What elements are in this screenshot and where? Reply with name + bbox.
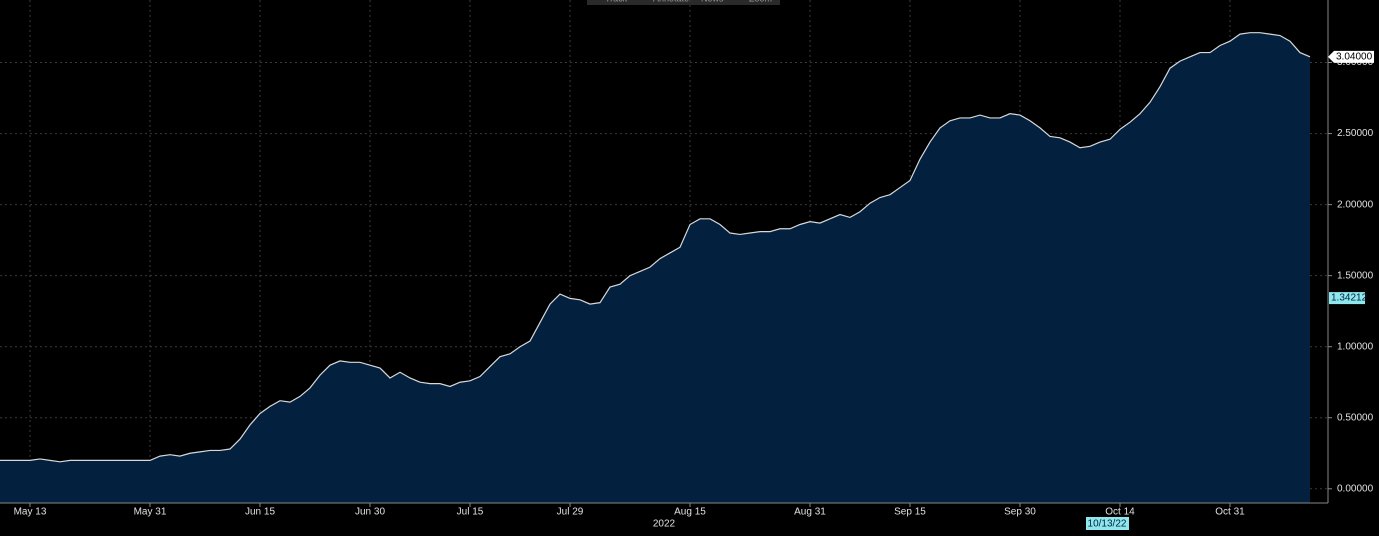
y-tick-label: 0.50000 [1337,412,1374,423]
x-tick-label: Oct 14 [1105,507,1135,518]
last-value-box [1328,50,1374,63]
plot-area [0,32,1311,504]
x-tick-label: Sep 15 [894,507,926,518]
area [0,32,1310,504]
cursor-y-box [1329,292,1365,305]
x-tick-label: May 31 [134,507,167,518]
x-tick-label: May 13 [14,507,47,518]
line [0,32,1311,463]
x-tick-label: Jun 30 [355,507,385,518]
toolbar-items: Track Annotate News Zoom [605,0,772,3]
x-tick-label: Jul 29 [557,507,584,518]
x-tick-label: Jul 15 [457,507,484,518]
last-value-label: 3.04000 [1336,51,1373,62]
cursor-x-box [1086,517,1129,530]
cursor-y-label: 1.34212 [1331,293,1368,304]
y-tick-label: 1.00000 [1337,341,1374,352]
x-tick-label: Jun 15 [245,507,275,518]
x-tick-label: Sep 30 [1004,507,1036,518]
y-tick-label: 1.50000 [1337,270,1374,281]
x-tick-label: Aug 31 [794,507,826,518]
axes: 0.00000 0.50000 1.00000 1.50000 2.00000 2.500… [14,50,1374,518]
cursor-x-label: 10/13/22 [1088,519,1127,530]
toolbar-item: News [701,0,724,3]
x-tick-label: Oct 31 [1215,507,1245,518]
toolbar-item: Zoom [749,0,772,3]
y-tick-label: 2.00000 [1337,199,1374,210]
x-tick-label: Aug 15 [674,507,706,518]
year-label: 2022 [653,519,676,530]
toolbar-item: Track [605,0,628,3]
toolbar-item: Annotate [653,0,689,3]
y-tick-label: 2.50000 [1337,128,1374,139]
toolbar [587,0,780,5]
y-tick-label: 0.00000 [1337,483,1374,494]
